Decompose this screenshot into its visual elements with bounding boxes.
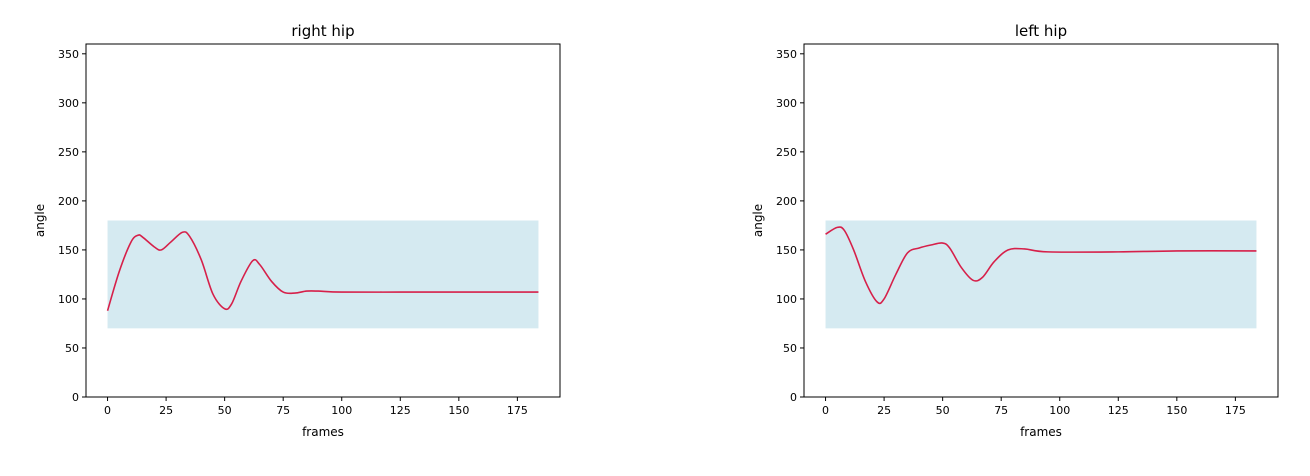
y-axis-label: angle	[751, 204, 765, 237]
x-tick-label: 25	[877, 404, 891, 417]
x-tick-label: 150	[448, 404, 469, 417]
y-tick-label: 50	[65, 342, 79, 355]
y-tick-label: 150	[58, 244, 79, 257]
x-tick-label: 0	[104, 404, 111, 417]
x-tick-label: 100	[331, 404, 352, 417]
x-tick-label: 0	[822, 404, 829, 417]
y-tick-label: 200	[58, 195, 79, 208]
data-line	[825, 226, 1257, 305]
range-band	[107, 220, 539, 329]
x-tick-label: 75	[994, 404, 1008, 417]
x-tick-label: 150	[1166, 404, 1187, 417]
data-line	[106, 231, 539, 311]
y-tick-label: 50	[783, 342, 797, 355]
x-tick-label: 125	[1108, 404, 1129, 417]
x-axis-label: frames	[302, 425, 344, 439]
chart-title: right hip	[291, 22, 354, 40]
range-band	[825, 220, 1257, 329]
y-tick-label: 150	[776, 244, 797, 257]
x-tick-label: 125	[390, 404, 411, 417]
plot-frame	[85, 43, 561, 398]
chart-title: left hip	[1015, 22, 1067, 40]
y-tick-label: 250	[58, 146, 79, 159]
x-tick-label: 50	[218, 404, 232, 417]
x-tick-label: 175	[507, 404, 528, 417]
x-tick-label: 100	[1049, 404, 1070, 417]
y-tick-label: 300	[776, 97, 797, 110]
x-axis-label: frames	[1020, 425, 1062, 439]
y-tick-label: 350	[58, 48, 79, 61]
x-tick-label: 175	[1225, 404, 1246, 417]
x-tick-label: 75	[276, 404, 290, 417]
y-tick-label: 300	[58, 97, 79, 110]
y-tick-label: 0	[72, 391, 79, 404]
y-axis-label: angle	[33, 204, 47, 237]
y-tick-label: 100	[776, 293, 797, 306]
x-tick-label: 25	[159, 404, 173, 417]
y-tick-label: 0	[790, 391, 797, 404]
x-tick-label: 50	[936, 404, 950, 417]
y-tick-label: 200	[776, 195, 797, 208]
y-tick-label: 250	[776, 146, 797, 159]
y-tick-label: 100	[58, 293, 79, 306]
plot-frame	[803, 43, 1279, 398]
y-tick-label: 350	[776, 48, 797, 61]
